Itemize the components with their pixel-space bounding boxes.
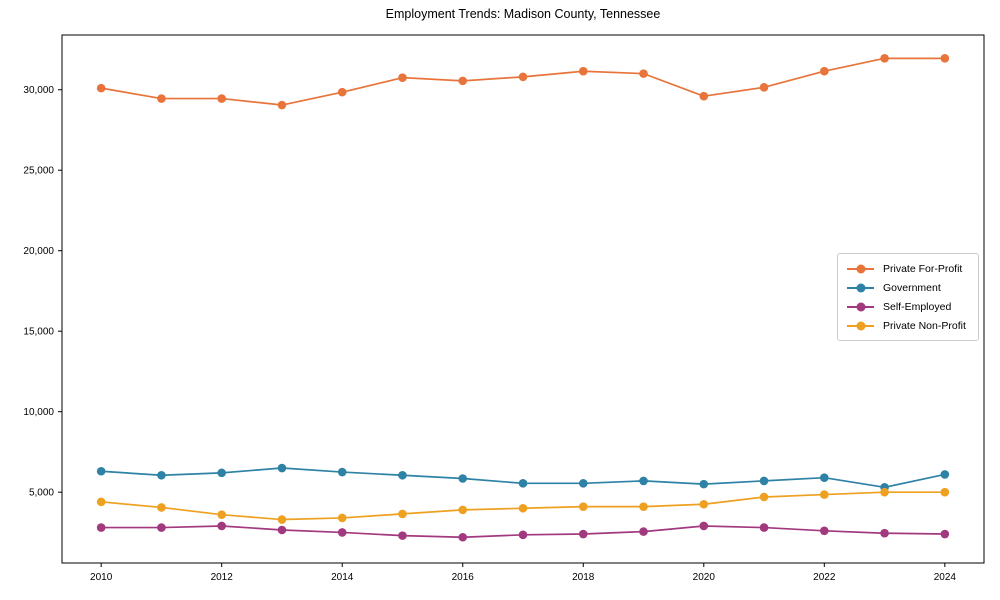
data-point-private-non-profit xyxy=(518,503,528,513)
legend-dot-icon xyxy=(856,283,865,293)
data-point-private-for-profit xyxy=(217,94,226,103)
data-point-private-for-profit xyxy=(277,100,287,110)
data-point-government xyxy=(337,467,347,477)
data-point-private-non-profit xyxy=(217,510,226,520)
data-point-private-for-profit xyxy=(759,83,769,92)
data-point-private-for-profit xyxy=(820,66,829,76)
legend-item-label: Private For-Profit xyxy=(883,263,963,276)
data-point-government xyxy=(639,476,648,486)
data-point-private-for-profit xyxy=(699,91,709,101)
data-point-self-employed xyxy=(96,523,106,532)
data-point-private-for-profit xyxy=(518,72,528,82)
legend-dot-icon xyxy=(856,321,865,331)
data-point-private-non-profit xyxy=(820,490,829,499)
data-point-government xyxy=(699,479,709,489)
data-point-government xyxy=(518,479,528,488)
axes-spines xyxy=(61,34,985,564)
x-tick-label: 2010 xyxy=(90,572,113,583)
data-point-government xyxy=(578,479,588,488)
data-point-self-employed xyxy=(337,528,347,537)
legend-item-label: Government xyxy=(883,282,941,295)
y-tick-label: 5,000 xyxy=(29,488,54,499)
x-tick-label: 2016 xyxy=(452,572,475,583)
data-point-self-employed xyxy=(217,521,226,531)
data-point-government xyxy=(96,466,106,476)
legend-item-private-non-profit: Private Non-Profit xyxy=(847,316,970,335)
y-tick-label: 20,000 xyxy=(23,246,54,257)
data-point-private-non-profit xyxy=(940,487,950,497)
data-point-government xyxy=(458,474,468,483)
legend-line-marker-icon xyxy=(847,264,874,274)
x-tick-label: 2024 xyxy=(934,572,957,583)
data-point-self-employed xyxy=(820,526,829,536)
data-point-private-non-profit xyxy=(96,497,106,507)
legend-item-label: Self-Employed xyxy=(883,300,952,313)
data-point-self-employed xyxy=(699,521,709,531)
y-tick-label: 25,000 xyxy=(23,166,54,177)
x-tick-label: 2018 xyxy=(572,572,595,583)
legend: Private For-Profit Government Self-Employe… xyxy=(837,253,979,341)
data-point-private-non-profit xyxy=(398,509,407,519)
data-point-self-employed xyxy=(458,532,468,542)
legend-line-marker-icon xyxy=(847,321,874,331)
y-tick-label: 10,000 xyxy=(23,407,54,418)
data-point-government xyxy=(398,470,407,480)
data-point-private-non-profit xyxy=(277,515,287,524)
legend-item-label: Private Non-Profit xyxy=(883,319,966,332)
data-point-private-non-profit xyxy=(578,502,588,511)
data-point-private-for-profit xyxy=(398,73,407,82)
data-point-self-employed xyxy=(880,528,889,538)
data-point-self-employed xyxy=(759,523,769,532)
x-tick-label: 2014 xyxy=(331,572,354,583)
data-point-private-non-profit xyxy=(157,503,166,512)
legend-dot-icon xyxy=(856,302,865,312)
data-point-self-employed xyxy=(398,531,407,540)
data-point-private-for-profit xyxy=(880,54,889,63)
data-point-government xyxy=(940,470,950,479)
data-point-private-non-profit xyxy=(337,513,347,523)
legend-line-marker-icon xyxy=(847,302,874,312)
x-tick-label: 2020 xyxy=(693,572,716,583)
x-tick-label: 2022 xyxy=(813,572,836,583)
data-point-private-non-profit xyxy=(759,492,769,502)
legend-line-marker-icon xyxy=(847,283,874,293)
data-point-government xyxy=(277,463,287,473)
legend-item-government: Government xyxy=(847,279,970,298)
data-point-private-for-profit xyxy=(157,94,166,103)
data-point-self-employed xyxy=(578,529,588,539)
legend-dot-icon xyxy=(856,264,865,274)
data-point-private-non-profit xyxy=(880,487,889,497)
data-point-self-employed xyxy=(639,527,648,536)
data-point-private-for-profit xyxy=(458,76,468,86)
data-point-private-for-profit xyxy=(639,69,648,78)
data-point-government xyxy=(157,470,166,480)
chart-title: Employment Trends: Madison County, Tenne… xyxy=(385,7,661,21)
data-point-government xyxy=(217,468,226,478)
data-point-private-for-profit xyxy=(578,66,588,76)
data-point-private-for-profit xyxy=(337,87,347,97)
y-tick-label: 30,000 xyxy=(23,85,54,96)
data-point-private-for-profit xyxy=(96,83,106,93)
data-point-private-non-profit xyxy=(458,505,468,515)
data-point-private-non-profit xyxy=(639,502,648,511)
legend-item-private-for-profit: Private For-Profit xyxy=(847,260,970,279)
x-tick-label: 2012 xyxy=(211,572,234,583)
data-point-self-employed xyxy=(940,529,950,539)
data-point-self-employed xyxy=(157,523,166,532)
y-tick-label: 15,000 xyxy=(23,327,54,338)
data-point-private-for-profit xyxy=(940,54,950,63)
data-point-government xyxy=(759,476,769,486)
data-point-self-employed xyxy=(518,530,528,540)
data-point-government xyxy=(820,473,829,482)
legend-item-self-employed: Self-Employed xyxy=(847,298,970,317)
data-point-self-employed xyxy=(277,525,287,535)
data-point-private-non-profit xyxy=(699,499,709,509)
series-line-private-for-profit xyxy=(101,57,945,106)
